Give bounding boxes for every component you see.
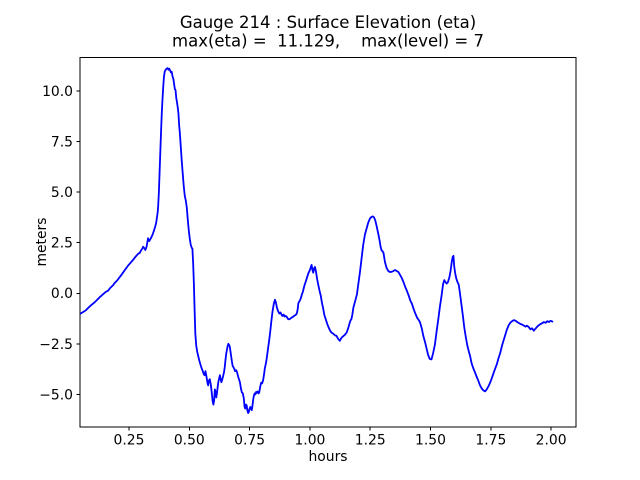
x-axis: 0.25 0.50 0.75 1.00 1.25 1.50 1.75 2.00 [114,427,567,449]
x-tick-label: 1.00 [294,433,325,449]
eta-line [79,67,554,414]
y-tick-label: 2.5 [51,236,73,252]
y-axis: 10.0 7.5 5.0 2.5 0.0 −2.5 −5.0 [39,84,80,403]
axes-frame [79,57,577,428]
x-tick-label: 0.25 [114,433,145,449]
x-tick-label: 1.25 [355,433,386,449]
x-axis-label: hours [308,449,347,465]
y-tick-label: 7.5 [51,134,73,150]
y-tick-label: 0.0 [51,286,73,302]
y-tick-label: −5.0 [39,387,73,403]
x-tick-label: 1.50 [415,433,446,449]
y-tick-label: 5.0 [51,185,73,201]
y-tick-label: 10.0 [42,84,73,100]
x-tick-label: 0.50 [174,433,205,449]
y-axis-label: meters [34,217,50,266]
chart-subtitle: max(eta) = 11.129, max(level) = 7 [172,32,484,51]
chart-title: Gauge 214 : Surface Elevation (eta) [180,13,476,32]
plot-spines [79,57,577,428]
x-tick-label: 0.75 [234,433,265,449]
x-tick-label: 2.00 [536,433,567,449]
y-tick-label: −2.5 [39,337,73,353]
x-tick-label: 1.75 [475,433,506,449]
line-series [79,67,554,414]
